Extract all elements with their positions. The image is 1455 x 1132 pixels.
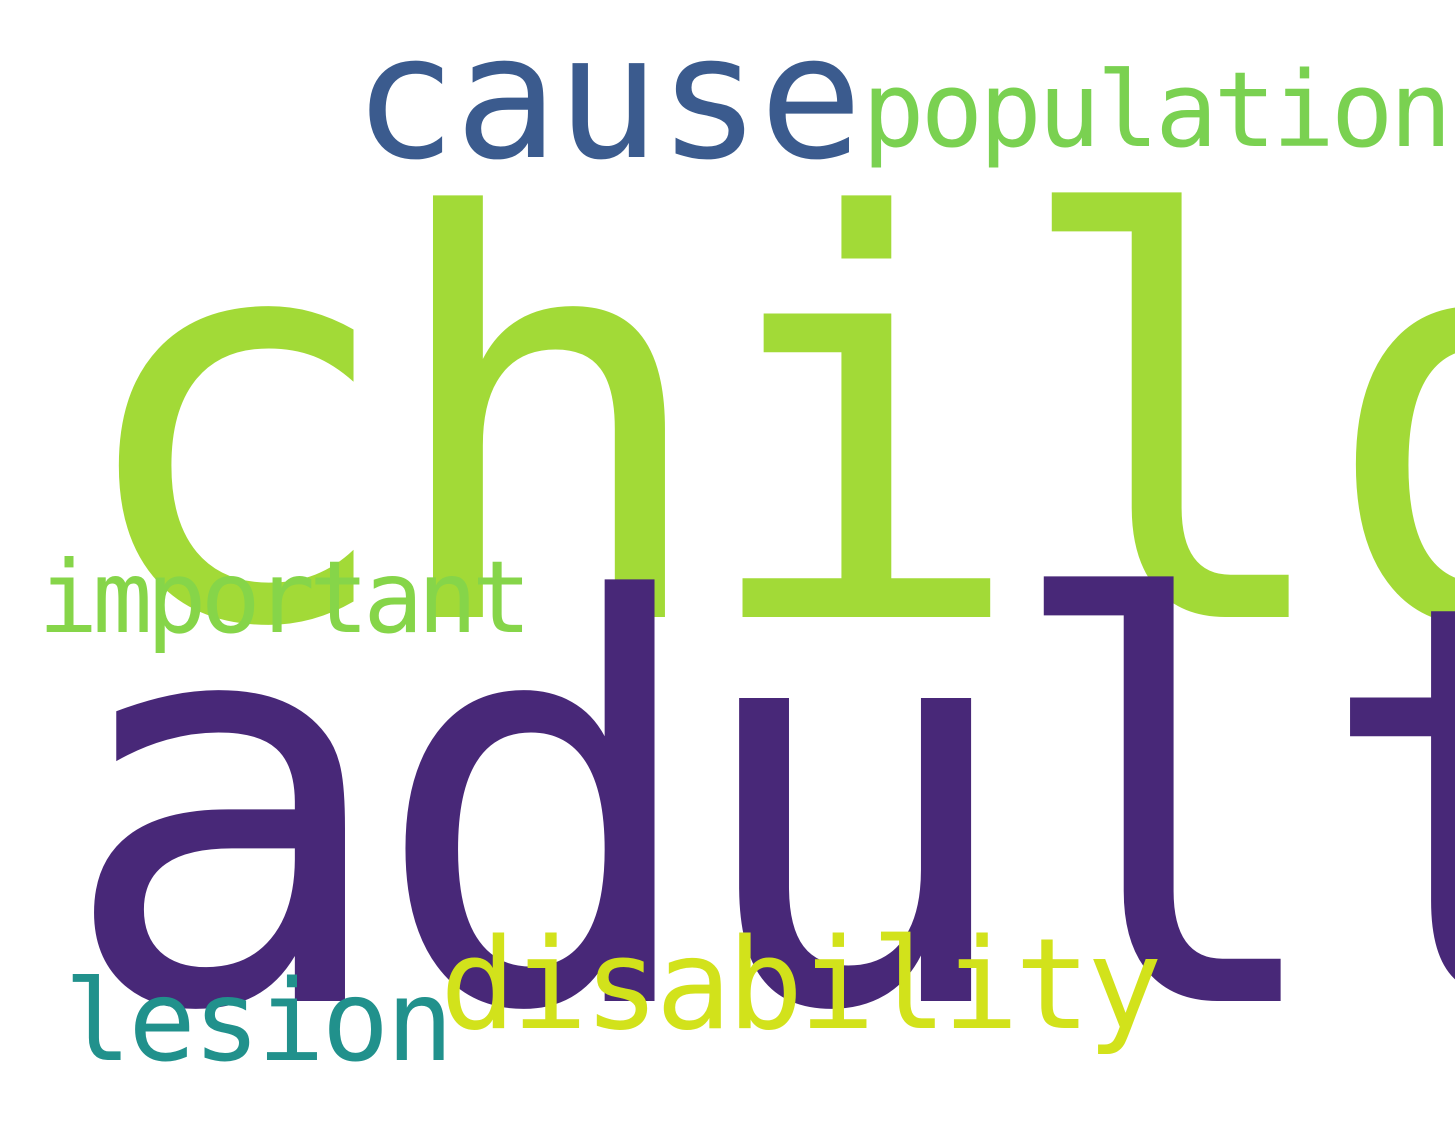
word-lesion: lesion	[64, 957, 454, 1087]
word-child: child	[66, 102, 1455, 748]
word-population: population	[862, 49, 1452, 171]
word-disability: disability	[440, 911, 1163, 1058]
word-important: important	[38, 539, 532, 656]
word-cause: cause	[353, 0, 863, 198]
word-cloud: child adult cause population important d…	[38, 0, 1455, 1132]
word-adult: adult	[58, 486, 1455, 1132]
